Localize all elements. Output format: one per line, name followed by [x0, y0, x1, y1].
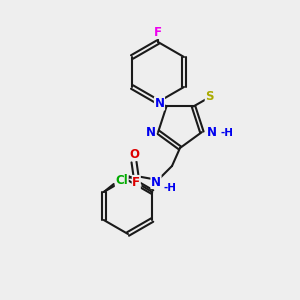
Text: O: O [129, 148, 139, 160]
Text: F: F [154, 26, 162, 38]
Text: Cl: Cl [116, 173, 128, 187]
Text: -H: -H [163, 183, 176, 193]
Text: N: N [151, 176, 161, 188]
Text: N: N [146, 126, 156, 139]
Text: N: N [207, 126, 217, 139]
Text: N: N [154, 97, 164, 110]
Text: F: F [132, 176, 140, 188]
Text: S: S [205, 90, 214, 103]
Text: -H: -H [221, 128, 234, 138]
